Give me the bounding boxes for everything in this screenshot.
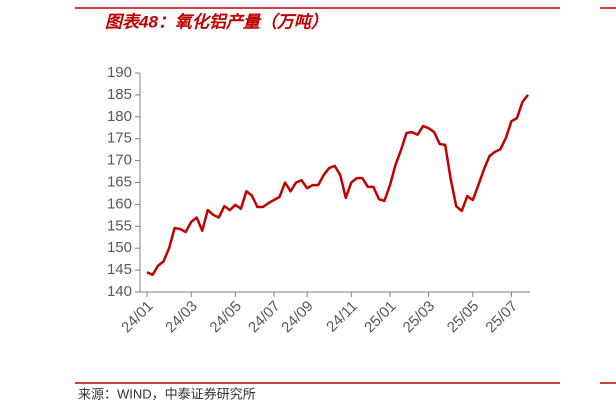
y-tick-label: 150 <box>107 239 132 256</box>
x-tick-label: 24/05 <box>206 298 245 337</box>
y-tick-label: 165 <box>107 173 132 190</box>
x-tick-label: 25/01 <box>361 298 400 337</box>
chart-title: 图表48：氧化铝产量（万吨） <box>105 12 328 31</box>
x-tick-label: 24/09 <box>278 298 317 337</box>
y-tick-label: 185 <box>107 86 132 103</box>
x-tick-label: 25/03 <box>400 298 439 337</box>
y-tick-label: 180 <box>107 108 132 125</box>
x-tick-label: 25/05 <box>444 298 483 337</box>
y-tick-label: 170 <box>107 152 132 169</box>
y-tick-label: 155 <box>107 217 132 234</box>
x-tick-label: 24/01 <box>118 298 157 337</box>
y-tick-label: 160 <box>107 195 132 212</box>
data-line <box>146 94 529 277</box>
y-tick-label: 175 <box>107 130 132 147</box>
y-tick-label: 140 <box>107 283 132 300</box>
y-tick-label: 190 <box>107 64 132 81</box>
x-tick-label: 24/11 <box>323 298 361 336</box>
y-tick-label: 145 <box>107 261 132 278</box>
x-tick-label: 24/03 <box>162 298 201 337</box>
x-tick-label: 24/07 <box>245 298 284 337</box>
x-tick-label: 25/07 <box>482 298 521 337</box>
source-note: 来源：WIND，中泰证券研究所 <box>78 386 256 401</box>
